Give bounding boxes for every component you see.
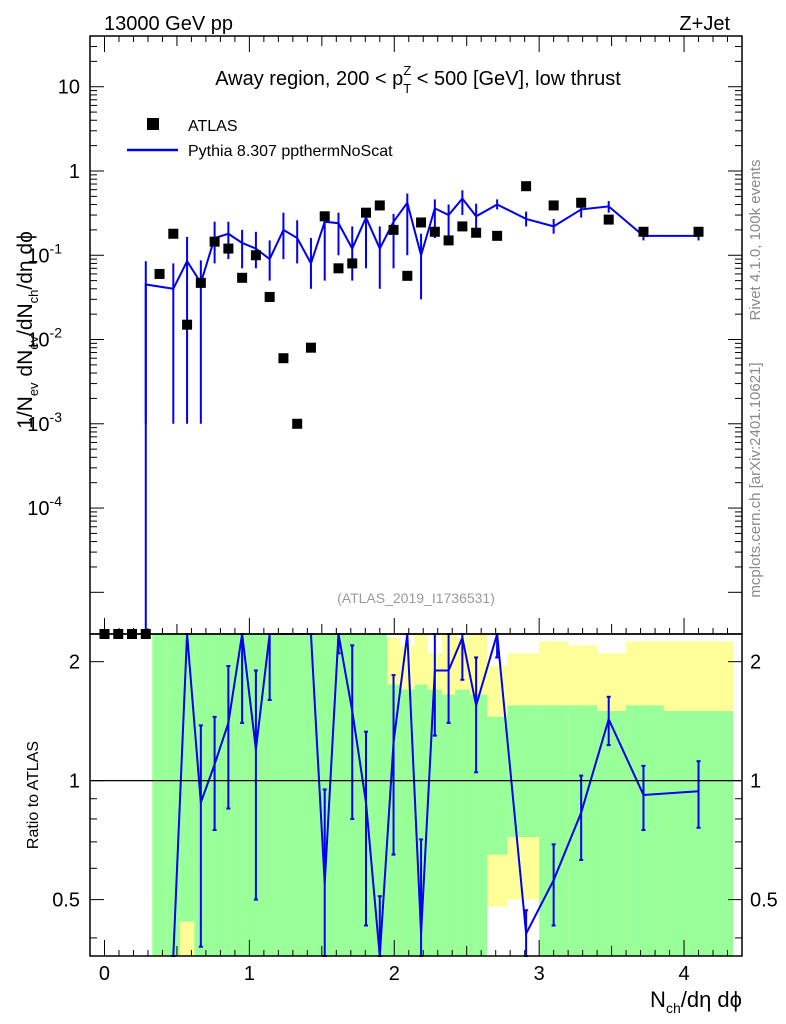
atlas-data-point [603,214,614,225]
y-tick-exponent: -4 [50,493,63,509]
x-tick-label: 2 [389,963,400,985]
rivet-version-text: Rivet 4.1.0, 100k events [747,160,764,321]
y-tick-label: 10-4 [27,493,62,520]
atlas-data-point [416,217,427,228]
green-band-bin [507,705,540,838]
mc-line [144,197,699,634]
atlas-data-point [305,342,316,353]
x-tick-label: 1 [244,963,255,985]
green-band-bin [486,716,508,855]
legend-data-label: ATLAS [188,118,238,135]
atlas-data-point [576,197,587,208]
atlas-data-point [457,221,468,232]
green-band-bin [331,634,346,956]
atlas-data-point [638,226,649,237]
ratio-tick-label: 0.5 [750,890,778,912]
y-tick-exponent: -3 [50,409,63,425]
ratio-frame [89,633,743,957]
ratio-tick-label: 1 [750,771,761,793]
atlas-data-point [471,227,482,238]
green-band-bin [597,711,627,956]
ratio-series [171,633,701,957]
atlas-data-point [548,200,559,211]
x-tick-label: 0 [99,963,110,985]
atlas-data-point [492,230,503,241]
green-band-bin [262,634,277,956]
green-band-bin [304,634,318,956]
green-band-bin [442,694,456,956]
mcplots-text: mcplots.cern.ch [arXiv:2401.10621] [747,362,764,597]
atlas-data-point [237,272,248,283]
green-band-bin [400,689,415,956]
y-tick-label: 10 [58,77,80,99]
header-right: Z+Jet [679,13,730,35]
green-band-bin [663,711,734,956]
legend-data-marker [147,118,159,130]
atlas-data-point [347,258,358,269]
green-band-bin [455,689,470,956]
atlas-data-point [693,226,704,237]
main-y-label: 1/Nev dNev/dNch/dη dϕ [14,231,41,429]
green-band-bin [179,634,195,922]
green-band-bin [568,705,598,956]
atlas-data-point [292,418,303,429]
analysis-id: (ATLAS_2019_I1736531) [337,590,495,606]
y-tick-label: 1 [69,161,80,183]
atlas-data-point [429,226,440,237]
green-band-bin [166,634,180,956]
mc-series [144,190,700,634]
atlas-data-point [182,319,193,330]
y-tick-exponent: -1 [50,240,63,256]
ratio-y-label: Ratio to ATLAS [25,741,42,849]
green-band-bin [152,634,167,956]
atlas-data-point [278,353,289,364]
x-tick-label: 3 [534,963,545,985]
atlas-data-point [388,224,399,235]
green-band-bin [469,694,487,956]
data-series [99,181,704,639]
atlas-data-point [333,263,344,274]
atlas-data-point [521,181,532,192]
x-axis-label: Nch/dη dϕ [650,987,742,1016]
ratio-green-bands [152,634,734,956]
atlas-data-point [223,243,234,254]
y-tick-exponent: -2 [50,325,63,341]
ratio-line [172,633,699,957]
atlas-data-point [374,200,385,211]
green-band-bin [289,634,305,956]
plot-title: Away region, 200 < pZ T < 500 [GeV], low … [215,63,621,96]
header-left: 13000 GeV pp [104,13,233,35]
green-band-bin [276,634,290,956]
legend-mc-label: Pythia 8.307 pptherm​NoScat [188,143,393,160]
atlas-data-point [443,235,454,246]
ratio-tick-label: 1 [69,771,80,793]
atlas-data-point [209,236,220,247]
ratio-tick-label: 2 [69,652,80,674]
atlas-data-point [168,228,179,239]
ratio-tick-label: 0.5 [52,890,80,912]
atlas-data-point [402,270,413,281]
x-tick-label: 4 [678,963,689,985]
green-band-bin [372,634,388,956]
atlas-data-point [195,277,206,288]
y-tick-label: 10-1 [27,240,62,267]
atlas-data-point [264,291,275,302]
atlas-data-point [154,268,165,279]
atlas-data-point [319,211,330,222]
atlas-data-point [361,207,372,218]
green-band-bin [234,634,250,956]
ratio-tick-label: 2 [750,652,761,674]
atlas-data-point [250,250,261,261]
